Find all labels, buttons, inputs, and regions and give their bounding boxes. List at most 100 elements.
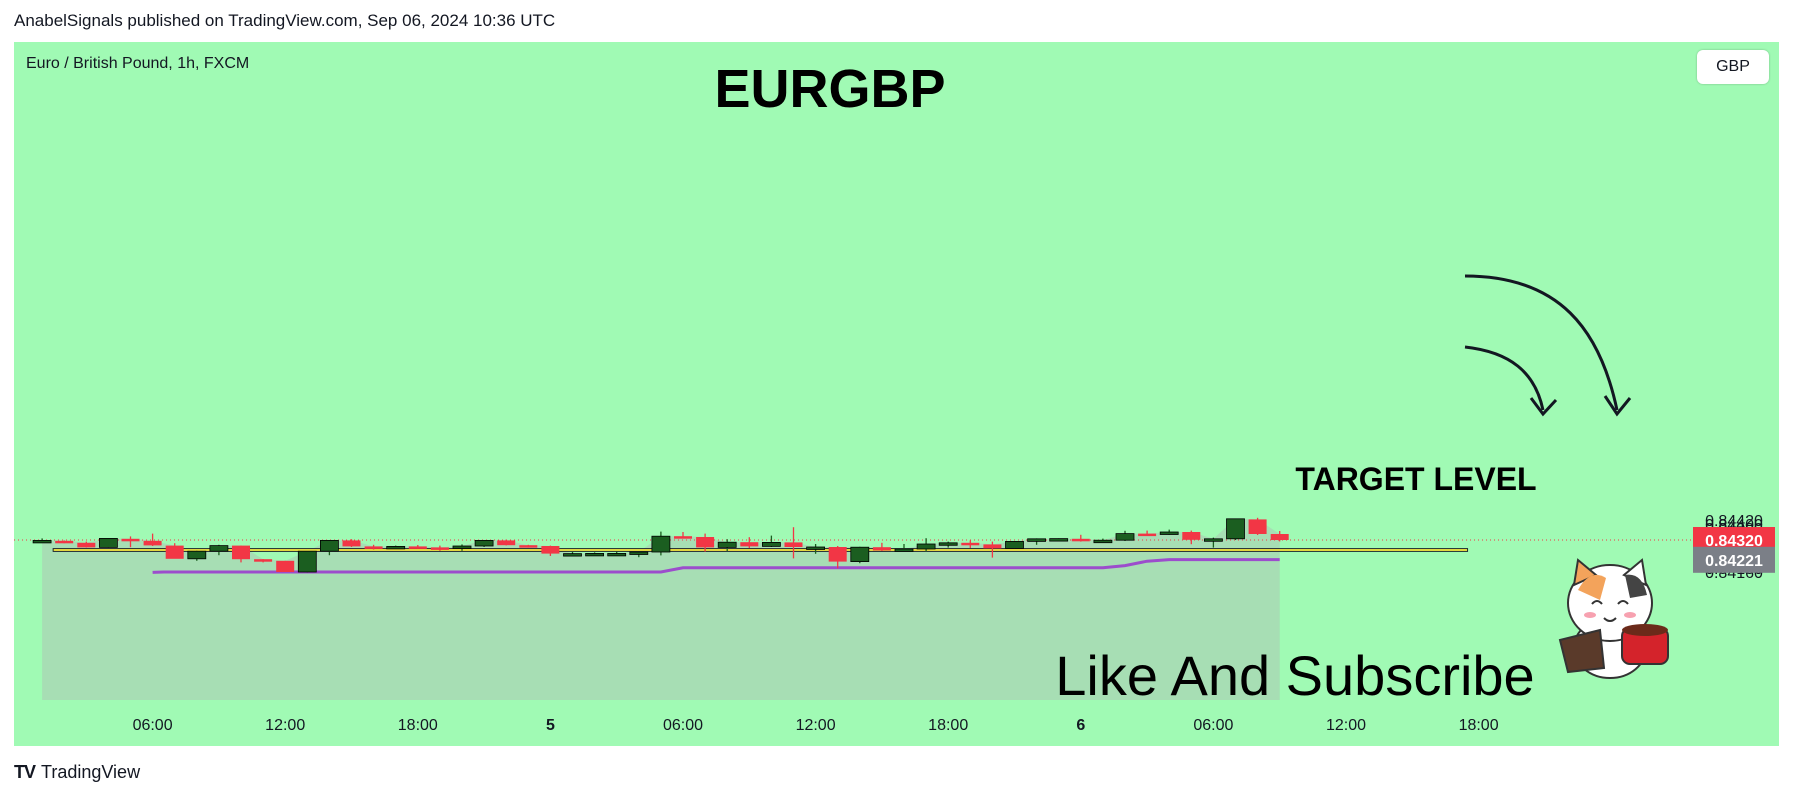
candle[interactable] — [32, 538, 52, 544]
candle-body — [1027, 538, 1046, 542]
candle[interactable] — [938, 541, 958, 548]
candle[interactable] — [364, 544, 383, 550]
candle-body — [165, 545, 184, 559]
candle[interactable] — [408, 545, 427, 549]
candle[interactable] — [784, 527, 803, 559]
text-annotations-group: EURGBP TARGET LEVEL Like And Subscribe — [714, 59, 1536, 707]
candle-body — [1115, 533, 1135, 541]
candle[interactable] — [651, 531, 671, 556]
candle[interactable] — [1005, 541, 1024, 549]
candle-body — [1159, 531, 1179, 535]
candle-body — [77, 542, 96, 548]
candle[interactable] — [1182, 530, 1201, 545]
tradingview-logo-icon: TV — [14, 762, 36, 782]
candle-body — [961, 542, 980, 546]
candle-body — [894, 548, 914, 552]
candle[interactable] — [1270, 531, 1289, 542]
candle[interactable] — [254, 559, 273, 563]
candle[interactable] — [232, 545, 250, 563]
candle[interactable] — [121, 536, 140, 548]
support-line-group — [152, 558, 1280, 574]
candle-body — [121, 538, 140, 542]
candle[interactable] — [674, 532, 692, 539]
arrows-group — [1464, 274, 1632, 417]
candle[interactable] — [1248, 517, 1267, 535]
candle[interactable] — [961, 540, 980, 548]
candle[interactable] — [607, 551, 627, 557]
candle[interactable] — [143, 533, 162, 546]
candle-body — [828, 547, 847, 562]
candle[interactable] — [762, 535, 781, 547]
candle[interactable] — [497, 539, 516, 546]
currency-button[interactable]: GBP — [1697, 50, 1769, 84]
candle[interactable] — [77, 541, 96, 548]
candle-body — [916, 543, 936, 550]
candle[interactable] — [297, 550, 317, 573]
candle[interactable] — [99, 538, 118, 548]
candle-body — [1138, 533, 1157, 537]
target-zone-label: TARGET LEVEL — [1295, 461, 1536, 497]
candle[interactable] — [541, 545, 560, 556]
candle[interactable] — [1138, 530, 1157, 537]
candle-body — [938, 542, 958, 546]
candle[interactable] — [806, 544, 825, 554]
candle[interactable] — [585, 552, 604, 557]
time-tick-label: 06:00 — [133, 717, 173, 734]
candles-group — [32, 517, 1289, 573]
candle-body — [629, 551, 649, 555]
candle[interactable] — [894, 544, 914, 552]
candle[interactable] — [452, 544, 472, 551]
candle[interactable] — [1204, 537, 1223, 548]
candle[interactable] — [872, 542, 891, 551]
candle[interactable] — [717, 539, 737, 552]
candle[interactable] — [916, 538, 936, 552]
candle[interactable] — [342, 539, 361, 547]
candle[interactable] — [1159, 529, 1179, 535]
candle[interactable] — [563, 552, 582, 557]
candle-body — [541, 546, 560, 554]
candle[interactable] — [1115, 530, 1135, 541]
candle[interactable] — [474, 540, 494, 547]
candle[interactable] — [386, 545, 406, 550]
candle[interactable] — [1226, 518, 1245, 540]
candle[interactable] — [55, 540, 74, 544]
candle[interactable] — [629, 551, 649, 558]
candle-body — [983, 544, 1002, 549]
candle-body — [276, 560, 295, 572]
candle[interactable] — [828, 546, 847, 569]
candle-body — [1226, 518, 1245, 540]
time-tick-label: 06:00 — [1193, 717, 1233, 734]
candle[interactable] — [1027, 538, 1046, 545]
candle[interactable] — [740, 537, 759, 548]
candle-body — [1071, 538, 1090, 542]
candle[interactable] — [276, 560, 295, 572]
time-tick-label: 18:00 — [398, 717, 438, 734]
candle-body — [408, 546, 427, 549]
candle[interactable] — [1049, 538, 1069, 542]
tradingview-logo-text: TradingView — [41, 762, 141, 782]
candle[interactable] — [165, 543, 184, 559]
candle-body — [762, 542, 781, 547]
candle[interactable] — [430, 545, 449, 551]
candle[interactable] — [1071, 534, 1090, 542]
shaded-area — [42, 518, 1280, 700]
candle[interactable] — [983, 541, 1002, 558]
candle-body — [674, 536, 692, 539]
price-axis-group: 0.844200.844000.843800.843600.843400.843… — [1693, 513, 1775, 582]
like-subscribe-text: Like And Subscribe — [1055, 644, 1534, 707]
candle-body — [717, 541, 737, 548]
candle[interactable] — [850, 546, 870, 564]
candle-body — [1005, 541, 1024, 549]
tradingview-logo[interactable]: TV TradingView — [14, 762, 140, 783]
candle[interactable] — [209, 544, 229, 556]
target-zone-rect — [52, 548, 1469, 552]
candle-body — [784, 542, 803, 547]
candle[interactable] — [187, 550, 207, 561]
candle-body — [1049, 538, 1069, 542]
candle[interactable] — [696, 533, 715, 552]
candle[interactable] — [519, 544, 538, 548]
candle[interactable] — [1093, 538, 1113, 544]
candle-body — [297, 550, 317, 573]
candle[interactable] — [319, 540, 339, 556]
